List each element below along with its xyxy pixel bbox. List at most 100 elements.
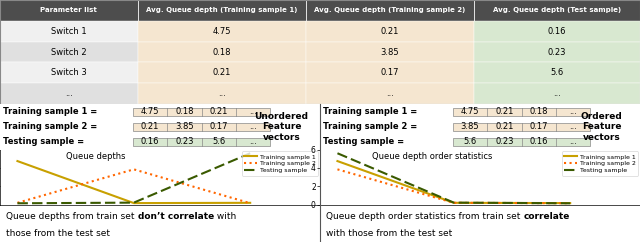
Training sample 1 [566, 202, 574, 204]
Bar [474, 21, 640, 42]
Text: 3.85: 3.85 [175, 122, 194, 131]
Text: 3.85: 3.85 [381, 47, 399, 57]
Text: 3.85: 3.85 [461, 122, 479, 131]
Bar [0, 83, 138, 104]
Bar [474, 0, 640, 21]
Bar [138, 83, 306, 104]
Text: 0.17: 0.17 [381, 68, 399, 77]
Line: Training sample 2: Training sample 2 [17, 169, 250, 203]
Training sample 1 [246, 201, 254, 204]
Text: with: with [214, 212, 236, 221]
Bar [138, 42, 306, 62]
Training sample 2 [246, 202, 254, 205]
Bar [138, 0, 306, 21]
Text: 4.75: 4.75 [141, 107, 159, 116]
Text: 0.16: 0.16 [141, 137, 159, 146]
Line: Training sample 1: Training sample 1 [17, 161, 250, 203]
Text: Avg. Queue depth (Training sample 2): Avg. Queue depth (Training sample 2) [314, 8, 466, 13]
Bar [133, 108, 270, 116]
Text: ...: ... [249, 122, 257, 131]
Bar [0, 62, 138, 83]
Text: ...: ... [569, 137, 577, 146]
Text: ...: ... [249, 107, 257, 116]
Text: Avg. Queue depth (Training sample 1): Avg. Queue depth (Training sample 1) [146, 8, 298, 13]
Text: Switch 3: Switch 3 [51, 68, 86, 77]
Line: Testing sample: Testing sample [17, 153, 250, 203]
Text: ...: ... [386, 89, 394, 98]
Text: Parameter list: Parameter list [40, 8, 97, 13]
Text: 4.75: 4.75 [212, 27, 231, 36]
Bar [133, 123, 270, 131]
Text: 0.21: 0.21 [141, 122, 159, 131]
Line: Training sample 2: Training sample 2 [337, 169, 570, 203]
Legend: Training sample 1, Training sample 2, Testing sample: Training sample 1, Training sample 2, Te… [242, 151, 318, 176]
Legend: Training sample 1, Training sample 2, Testing sample: Training sample 1, Training sample 2, Te… [562, 151, 638, 176]
Training sample 2 [450, 201, 458, 204]
Text: 0.23: 0.23 [495, 137, 514, 146]
Text: ...: ... [218, 89, 226, 98]
Text: 0.21: 0.21 [495, 122, 513, 131]
Testing sample [246, 152, 254, 155]
Bar [306, 42, 474, 62]
Text: Training sample 2 =: Training sample 2 = [3, 122, 97, 131]
Text: Avg. Queue depth (Test sample): Avg. Queue depth (Test sample) [493, 8, 621, 13]
Bar [306, 83, 474, 104]
Training sample 2 [566, 202, 574, 205]
Bar [138, 21, 306, 42]
Text: 0.21: 0.21 [381, 27, 399, 36]
Text: ...: ... [249, 137, 257, 146]
Text: 0.23: 0.23 [175, 137, 194, 146]
Bar [453, 123, 590, 131]
Text: Ordered
Feature
vectors: Ordered Feature vectors [580, 112, 623, 142]
Text: 0.16: 0.16 [529, 137, 548, 146]
Bar [0, 42, 138, 62]
Text: Unordered
Feature
vectors: Unordered Feature vectors [255, 112, 308, 142]
Training sample 1 [333, 160, 341, 163]
Text: ...: ... [569, 122, 577, 131]
Bar [474, 42, 640, 62]
Testing sample [130, 201, 138, 204]
Line: Testing sample: Testing sample [337, 153, 570, 203]
Text: those from the test set: those from the test set [6, 229, 111, 238]
Testing sample [13, 202, 21, 205]
Text: 0.17: 0.17 [529, 122, 548, 131]
Training sample 2 [333, 168, 341, 171]
Text: don’t correlate: don’t correlate [138, 212, 214, 221]
Bar [0, 21, 138, 42]
Text: Queue depths from train set: Queue depths from train set [6, 212, 138, 221]
Text: Training sample 1 =: Training sample 1 = [323, 107, 417, 116]
Training sample 1 [13, 160, 21, 163]
Text: Testing sample =: Testing sample = [323, 137, 404, 146]
Text: 5.6: 5.6 [550, 68, 564, 77]
Text: 0.18: 0.18 [175, 107, 194, 116]
Training sample 2 [13, 201, 21, 204]
Text: 0.16: 0.16 [548, 27, 566, 36]
Bar [133, 138, 270, 146]
Bar [453, 138, 590, 146]
Text: Training sample 2 =: Training sample 2 = [323, 122, 417, 131]
Testing sample [450, 201, 458, 204]
Bar [453, 108, 590, 116]
Bar [306, 21, 474, 42]
Text: 0.18: 0.18 [529, 107, 548, 116]
Text: 0.21: 0.21 [212, 68, 231, 77]
Bar [474, 62, 640, 83]
Bar [474, 83, 640, 104]
Text: 0.21: 0.21 [495, 107, 513, 116]
Text: with those from the test set: with those from the test set [326, 229, 452, 238]
Text: Queue depths: Queue depths [67, 152, 125, 161]
Text: 0.23: 0.23 [548, 47, 566, 57]
Text: 4.75: 4.75 [461, 107, 479, 116]
Training sample 2 [130, 168, 138, 171]
Training sample 1 [130, 202, 138, 204]
Bar [0, 0, 138, 21]
Text: 0.17: 0.17 [209, 122, 228, 131]
Bar [306, 62, 474, 83]
Text: Queue depth order statistics: Queue depth order statistics [372, 152, 492, 161]
Training sample 1 [450, 201, 458, 204]
Text: Queue depth order statistics from train set: Queue depth order statistics from train … [326, 212, 524, 221]
Text: 5.6: 5.6 [463, 137, 477, 146]
Text: ...: ... [65, 89, 73, 98]
Bar [306, 0, 474, 21]
Text: ...: ... [553, 89, 561, 98]
